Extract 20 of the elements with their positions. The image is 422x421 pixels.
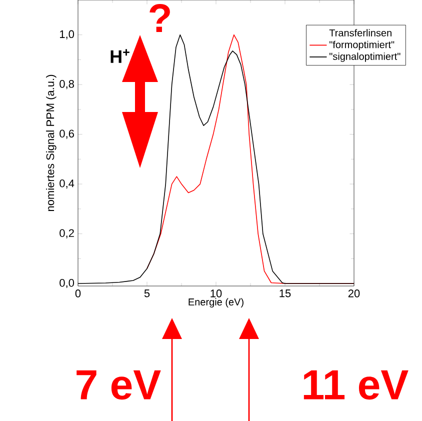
y-tick-label: 0,6 <box>60 130 74 139</box>
legend-label: "signaloptimiert" <box>330 52 400 62</box>
text: 11 eV <box>304 370 408 400</box>
x-tick-label: 15 <box>280 290 291 298</box>
annotation: H$^{+}$ <box>110 49 130 63</box>
y-tick-label: 0,2 <box>60 229 74 238</box>
x-tick-label: 10 <box>210 290 222 298</box>
x-axis-title: Energie (eV) <box>188 298 244 308</box>
y-tick-label: 0,8 <box>60 80 74 90</box>
legend-title: Transferlinsen <box>329 29 392 36</box>
x-tick-label: 20 <box>348 290 360 298</box>
y-tick-label: 0,0 <box>60 278 74 288</box>
text: 7 eV <box>76 370 161 400</box>
x-tick-label: 5 <box>144 290 150 298</box>
y-tick-label: 0,4 <box>60 180 74 189</box>
x-tick-label: 0 <box>75 290 81 298</box>
annotation: ? <box>150 4 170 32</box>
y-tick-label: 1,0 <box>60 30 74 40</box>
y-axis-title: nomiertes Signal PPM (a.u.) <box>46 74 56 212</box>
legend-label: "formoptimiert" <box>330 40 394 50</box>
